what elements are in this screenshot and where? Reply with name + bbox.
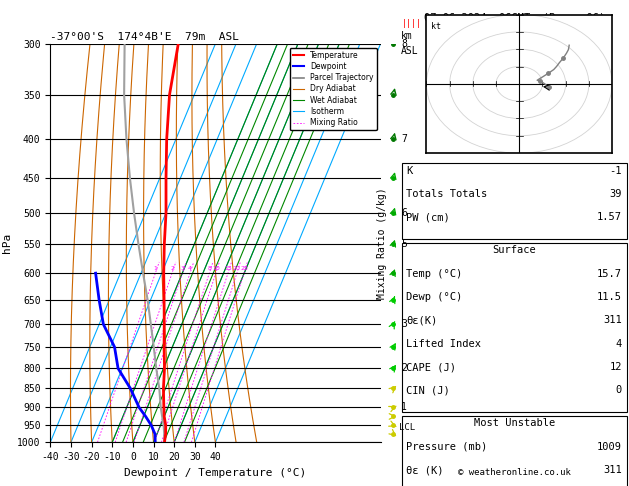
Text: 7: 7 bbox=[401, 134, 407, 144]
Text: 0: 0 bbox=[616, 385, 622, 396]
Text: θε(K): θε(K) bbox=[406, 315, 438, 326]
Text: Totals Totals: Totals Totals bbox=[406, 189, 487, 199]
Text: km: km bbox=[401, 31, 413, 41]
Bar bbox=[402, 416, 626, 486]
Text: Mixing Ratio (g/kg): Mixing Ratio (g/kg) bbox=[377, 187, 387, 299]
Bar bbox=[402, 243, 626, 412]
Text: -37°00'S  174°4B'E  79m  ASL: -37°00'S 174°4B'E 79m ASL bbox=[50, 32, 239, 42]
Text: Most Unstable: Most Unstable bbox=[474, 418, 555, 429]
Text: 6: 6 bbox=[401, 208, 407, 218]
Y-axis label: hPa: hPa bbox=[1, 233, 11, 253]
Text: K: K bbox=[406, 166, 413, 176]
Text: 15: 15 bbox=[224, 266, 232, 271]
Text: 1: 1 bbox=[153, 266, 157, 271]
Bar bbox=[402, 163, 626, 239]
Text: 10: 10 bbox=[212, 266, 220, 271]
Text: 2: 2 bbox=[170, 266, 174, 271]
Text: 4: 4 bbox=[616, 339, 622, 349]
Text: 8: 8 bbox=[208, 266, 211, 271]
Text: CIN (J): CIN (J) bbox=[406, 385, 450, 396]
Legend: Temperature, Dewpoint, Parcel Trajectory, Dry Adiabat, Wet Adiabat, Isotherm, Mi: Temperature, Dewpoint, Parcel Trajectory… bbox=[289, 48, 377, 130]
Text: LCL: LCL bbox=[399, 423, 416, 432]
Text: Dewp (°C): Dewp (°C) bbox=[406, 292, 462, 302]
Text: CAPE (J): CAPE (J) bbox=[406, 362, 456, 372]
Text: 12: 12 bbox=[610, 362, 622, 372]
Text: ASL: ASL bbox=[401, 46, 419, 56]
Text: Surface: Surface bbox=[493, 245, 536, 256]
Text: 3: 3 bbox=[401, 319, 407, 329]
Text: 1: 1 bbox=[401, 402, 407, 413]
Text: PW (cm): PW (cm) bbox=[406, 212, 450, 223]
Text: θε (K): θε (K) bbox=[406, 465, 444, 475]
Text: 25: 25 bbox=[240, 266, 248, 271]
Text: Temp (°C): Temp (°C) bbox=[406, 269, 462, 279]
X-axis label: Dewpoint / Temperature (°C): Dewpoint / Temperature (°C) bbox=[125, 468, 306, 478]
Text: kt: kt bbox=[431, 21, 441, 31]
Text: 4: 4 bbox=[188, 266, 192, 271]
Text: 311: 311 bbox=[603, 465, 622, 475]
Text: © weatheronline.co.uk: © weatheronline.co.uk bbox=[458, 468, 571, 477]
Text: 5: 5 bbox=[401, 240, 407, 249]
Text: 11.5: 11.5 bbox=[597, 292, 622, 302]
Text: 3: 3 bbox=[181, 266, 184, 271]
Text: 07.06.2024  06GMT  (Base: 06): 07.06.2024 06GMT (Base: 06) bbox=[423, 12, 605, 22]
Text: 1009: 1009 bbox=[597, 442, 622, 452]
Text: 311: 311 bbox=[603, 315, 622, 326]
Text: Pressure (mb): Pressure (mb) bbox=[406, 442, 487, 452]
Text: 1.57: 1.57 bbox=[597, 212, 622, 223]
Text: -1: -1 bbox=[610, 166, 622, 176]
Text: 20: 20 bbox=[233, 266, 241, 271]
Text: ||||: |||| bbox=[402, 19, 421, 29]
Text: 8: 8 bbox=[401, 39, 407, 49]
Text: Lifted Index: Lifted Index bbox=[406, 339, 481, 349]
Text: 39: 39 bbox=[610, 189, 622, 199]
Text: 15.7: 15.7 bbox=[597, 269, 622, 279]
Text: 2: 2 bbox=[401, 364, 407, 373]
